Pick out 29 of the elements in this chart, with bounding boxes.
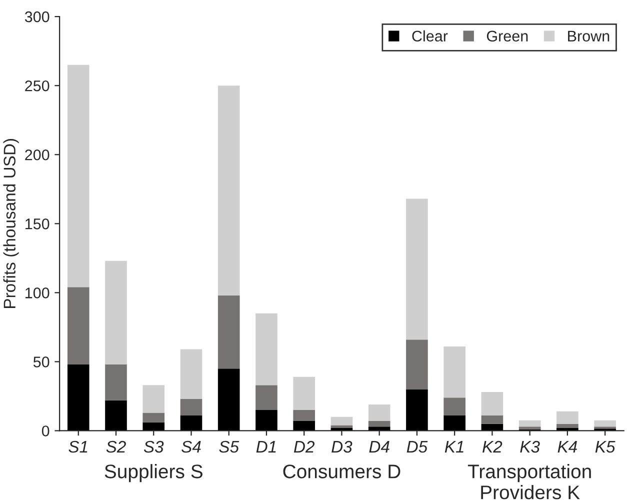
y-tick-label: 0 xyxy=(42,426,50,436)
y-tick-label: 200 xyxy=(25,149,50,160)
text: Suppliers S xyxy=(104,464,202,482)
x-tick-label: S4 xyxy=(182,440,201,453)
y-tick-label: 150 xyxy=(26,218,50,230)
x-tick-label: D4 xyxy=(369,441,390,453)
y-tick-label: 100 xyxy=(26,288,50,298)
legend-label: Green xyxy=(486,30,528,42)
x-tick-label: D5 xyxy=(406,441,428,453)
x-tick-label: S1 xyxy=(68,440,88,453)
text: Transportation Providers K xyxy=(468,464,591,500)
x-tick-label: K1 xyxy=(444,441,464,453)
text: Consumers D xyxy=(283,464,400,478)
legend-label: Clear xyxy=(412,30,448,42)
x-tick-label: D3 xyxy=(332,440,352,453)
x-tick-label: S3 xyxy=(144,440,164,453)
x-tick-label: K5 xyxy=(595,441,616,453)
y-tick-label: 50 xyxy=(33,356,50,368)
x-tick-label: S5 xyxy=(219,440,240,453)
x-tick-label: S2 xyxy=(106,440,126,453)
y-tick-label: 250 xyxy=(25,80,50,92)
x-tick-label: K4 xyxy=(558,441,577,453)
y-tick-label: 300 xyxy=(24,11,50,22)
legend-label: Brown xyxy=(568,30,610,42)
x-tick-label: K2 xyxy=(482,440,502,453)
x-tick-label: K3 xyxy=(520,440,540,453)
x-tick-label: D1 xyxy=(256,441,276,453)
x-tick-label: D2 xyxy=(294,440,315,453)
y-axis-title: Profits (thousand USD) xyxy=(3,138,19,308)
